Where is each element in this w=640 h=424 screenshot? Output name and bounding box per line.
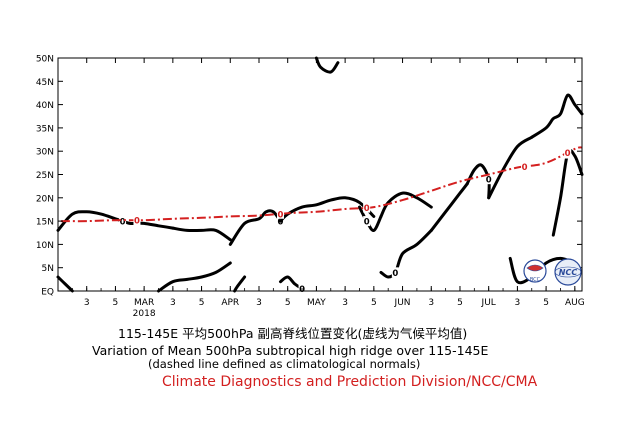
x-tick-label: 5: [199, 298, 205, 308]
contour-label: 0: [120, 218, 126, 228]
x-tick-label: 3: [256, 298, 262, 308]
climatology-label: 0: [565, 149, 571, 159]
climatology-label: 0: [278, 210, 284, 220]
x-tick-label: AUG: [565, 298, 585, 308]
bcc-logo: BCC: [524, 260, 546, 283]
plot-area: [58, 58, 582, 291]
x-tick-label: 5: [543, 298, 549, 308]
chart-title-english: Variation of Mean 500hPa subtropical hig…: [92, 343, 640, 358]
bcc-logo-text: BCC: [530, 277, 541, 283]
x-tick-label: MAR: [134, 298, 154, 308]
y-tick-label: 45N: [36, 78, 54, 88]
x-tick-label: APR: [221, 298, 239, 308]
climatology-label: 0: [522, 163, 528, 173]
contour-label: 0: [364, 218, 370, 228]
y-tick-label: 20N: [36, 194, 54, 204]
x-tick-label: 3: [84, 298, 90, 308]
x-tick-label: JUL: [481, 298, 496, 308]
chart-title: 115-145E 平均500hPa 副高脊线位置变化(虚线为气候平均值): [118, 323, 640, 342]
contour-label: 0: [486, 176, 492, 186]
y-tick-label: 15N: [36, 218, 54, 228]
x-tick-label: MAY: [307, 298, 326, 308]
y-tick-label: 40N: [36, 101, 54, 111]
y-tick-label: 50N: [36, 55, 54, 65]
y-tick-label: EQ: [41, 288, 54, 298]
climatology-label: 0: [134, 217, 140, 227]
chart-subtitle: (dashed line defined as climatological n…: [148, 357, 640, 371]
y-tick-label: 25N: [36, 171, 54, 181]
x-tick-label: 3: [515, 298, 521, 308]
y-tick-label: 5N: [42, 264, 54, 274]
contour-label: 0: [392, 269, 398, 279]
y-tick-label: 10N: [36, 241, 54, 251]
x-tick-label: 3: [428, 298, 434, 308]
x-tick-label: 5: [371, 298, 377, 308]
x-tick-label: 5: [457, 298, 463, 308]
y-tick-label: 35N: [36, 124, 54, 134]
x-tick-label: 3: [170, 298, 176, 308]
chart-credit: Climate Diagnostics and Prediction Divis…: [162, 374, 640, 390]
x-tick-label: JUN: [394, 298, 411, 308]
y-tick-label: 30N: [36, 148, 54, 158]
ncc-logo-text: NCC: [559, 268, 578, 277]
x-tick-label: 3: [342, 298, 348, 308]
climatology-label: 0: [364, 204, 370, 214]
ncc-logo: NCC: [555, 259, 581, 285]
x-tick-year: 2018: [133, 309, 156, 319]
plot-background: [58, 58, 582, 291]
x-tick-label: 5: [285, 298, 291, 308]
x-tick-label: 5: [113, 298, 119, 308]
